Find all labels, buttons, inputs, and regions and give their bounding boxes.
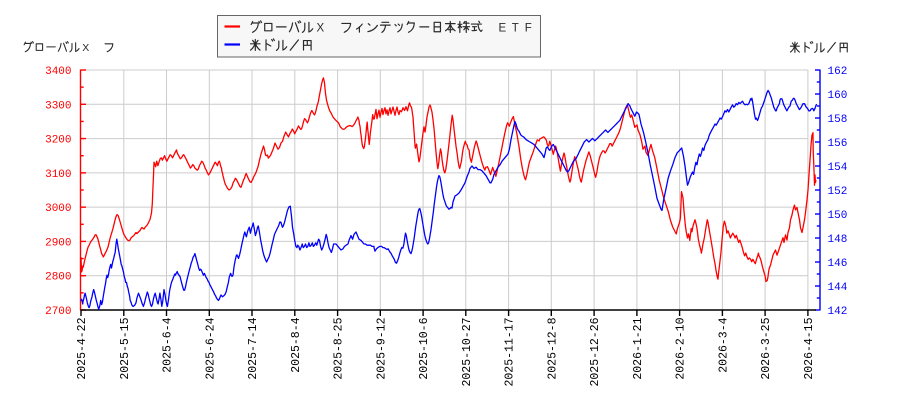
svg-text:2025-10-27: 2025-10-27: [461, 318, 474, 387]
svg-text:T: T: [512, 23, 519, 35]
svg-text:2025-4-22: 2025-4-22: [76, 317, 89, 379]
svg-text:2025-5-15: 2025-5-15: [119, 317, 132, 379]
svg-text:2025-8-25: 2025-8-25: [333, 317, 346, 379]
svg-text:156: 156: [828, 138, 848, 150]
svg-text:3100: 3100: [45, 169, 71, 181]
svg-text:3000: 3000: [45, 203, 71, 215]
svg-text:2026-1-21: 2026-1-21: [632, 317, 645, 379]
svg-text:2025-12-26: 2025-12-26: [589, 317, 602, 386]
svg-text:158: 158: [828, 114, 848, 126]
svg-text:160: 160: [828, 90, 848, 102]
svg-text:2025-11-17: 2025-11-17: [504, 318, 517, 387]
svg-text:148: 148: [828, 234, 848, 246]
svg-text:2026-3-25: 2026-3-25: [760, 317, 773, 379]
svg-text:154: 154: [828, 162, 848, 174]
svg-text:3400: 3400: [45, 66, 71, 78]
svg-text:2025-7-14: 2025-7-14: [247, 317, 260, 379]
svg-text:144: 144: [828, 282, 848, 294]
svg-text:2025-6-4: 2025-6-4: [162, 317, 175, 372]
svg-text:2026-3-4: 2026-3-4: [717, 317, 730, 372]
svg-text:142: 142: [828, 306, 848, 318]
svg-text:152: 152: [828, 186, 848, 198]
svg-text:2025-8-4: 2025-8-4: [290, 317, 303, 372]
svg-text:3200: 3200: [45, 135, 71, 147]
svg-text:E: E: [498, 23, 506, 35]
svg-text:2025-9-12: 2025-9-12: [375, 317, 388, 379]
svg-text:2700: 2700: [45, 306, 71, 318]
svg-text:X: X: [82, 42, 89, 54]
svg-text:2025-12-8: 2025-12-8: [546, 317, 559, 379]
svg-text:2026-2-10: 2026-2-10: [675, 317, 688, 379]
svg-text:2800: 2800: [45, 272, 71, 284]
svg-text:3300: 3300: [45, 100, 71, 112]
svg-text:150: 150: [828, 210, 848, 222]
svg-text:F: F: [525, 23, 532, 35]
svg-text:2026-4-15: 2026-4-15: [803, 317, 816, 379]
svg-text:2900: 2900: [45, 237, 71, 249]
svg-text:146: 146: [828, 258, 848, 270]
svg-text:2025-10-6: 2025-10-6: [418, 317, 431, 379]
svg-text:162: 162: [828, 66, 848, 78]
svg-text:2025-6-24: 2025-6-24: [204, 317, 217, 379]
svg-text:X: X: [316, 23, 324, 35]
